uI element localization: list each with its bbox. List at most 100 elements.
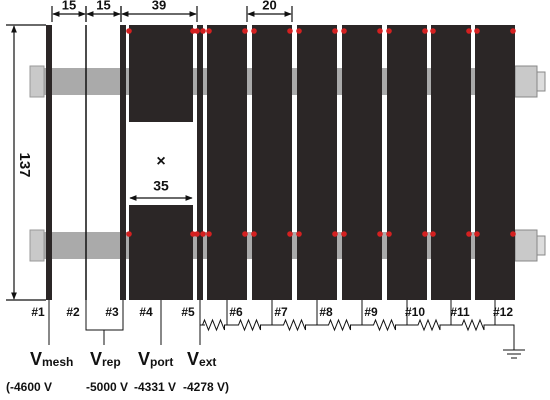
voltage-value: (-4600 V (6, 380, 52, 394)
voltage-subscript: rep (102, 355, 121, 369)
bolt (287, 28, 293, 34)
wire (503, 349, 525, 359)
resistor (272, 318, 317, 332)
bolt (332, 28, 338, 34)
bolt (341, 28, 347, 34)
electrode (297, 25, 337, 300)
resistor (200, 318, 227, 332)
labels: 15 15 39 20 137 35 × #1 #2 #3 #4 #5 #6 #7 #8 #9 #10 #11 #1… (6, 0, 513, 394)
voltage-symbol: V (90, 349, 102, 369)
bolt (190, 231, 196, 237)
bolt (466, 28, 472, 34)
bolt (251, 231, 257, 237)
electrodes (46, 25, 516, 300)
nut (536, 235, 546, 256)
electrode-label: #10 (405, 305, 425, 319)
voltage-value: -4331 V (134, 380, 176, 394)
bolt (474, 28, 480, 34)
electrode (129, 205, 193, 300)
bolt (377, 28, 383, 34)
voltage-symbol: V (138, 349, 150, 369)
electrode-label: #1 (31, 305, 45, 319)
bolt (386, 231, 392, 237)
electrode (120, 25, 126, 300)
wire (495, 324, 515, 350)
bolt (332, 231, 338, 237)
voltage-label: Vmesh (30, 349, 73, 369)
bolt (510, 231, 516, 237)
dimension-label: 15 (96, 0, 110, 12)
nut (514, 229, 538, 262)
nut (514, 65, 538, 98)
rod-end (29, 229, 45, 262)
resistor (227, 318, 272, 332)
bolt (126, 28, 132, 34)
bolt (296, 231, 302, 237)
voltage-label: Vrep (90, 349, 121, 369)
bolt (200, 231, 206, 237)
voltage-symbol: V (187, 349, 199, 369)
bolt (422, 231, 428, 237)
rod-end (29, 65, 45, 98)
voltage-subscript: mesh (42, 355, 73, 369)
dimension-label: 20 (262, 0, 276, 12)
electrode-label: #2 (66, 305, 80, 319)
resistor (451, 318, 495, 332)
bolt (251, 28, 257, 34)
bolt (190, 28, 196, 34)
electrode (207, 25, 247, 300)
bolt (242, 231, 248, 237)
bolt (466, 231, 472, 237)
electrode-label: #12 (493, 305, 513, 319)
bolt (474, 231, 480, 237)
bolt (386, 28, 392, 34)
voltage-value: -5000 V (86, 380, 128, 394)
electrode (387, 25, 427, 300)
resistor (407, 318, 451, 332)
electrode (46, 25, 52, 300)
bolt (242, 28, 248, 34)
electrode-label: #11 (450, 305, 470, 319)
bolt (422, 28, 428, 34)
wiring (48, 300, 525, 359)
bolt (287, 231, 293, 237)
aperture-mark: × (156, 153, 165, 170)
voltage-symbol: V (30, 349, 42, 369)
electrode (197, 25, 203, 300)
dimension-label: 39 (152, 0, 166, 12)
electrode-label: #4 (139, 305, 153, 319)
bolt (200, 28, 206, 34)
bolt (206, 231, 212, 237)
voltage-subscript: port (150, 355, 173, 369)
electrode-label: #3 (105, 305, 119, 319)
electrode (129, 25, 193, 122)
bolt (430, 28, 436, 34)
electrode-label: #8 (319, 305, 333, 319)
bolt (377, 231, 383, 237)
dimension-label: 35 (153, 178, 169, 194)
bolt (194, 231, 200, 237)
electrode (431, 25, 471, 300)
electrode-label: #5 (181, 305, 195, 319)
bolt (341, 231, 347, 237)
dimension-label: 137 (16, 152, 33, 177)
electrode-label: #9 (364, 305, 378, 319)
resistor (317, 318, 362, 332)
voltage-value: -4278 V) (183, 380, 229, 394)
electrode-label: #7 (274, 305, 288, 319)
bolt (296, 28, 302, 34)
electrode (475, 25, 515, 300)
bolt (430, 231, 436, 237)
voltage-subscript: ext (199, 355, 216, 369)
resistor (362, 318, 407, 332)
voltage-label: Vport (138, 349, 173, 369)
bolt (126, 231, 132, 237)
nut (536, 71, 546, 92)
bolt (510, 28, 516, 34)
dimension-label: 15 (62, 0, 76, 12)
voltage-label: Vext (187, 349, 216, 369)
bolt (194, 28, 200, 34)
electrode (342, 25, 382, 300)
electrode (252, 25, 292, 300)
